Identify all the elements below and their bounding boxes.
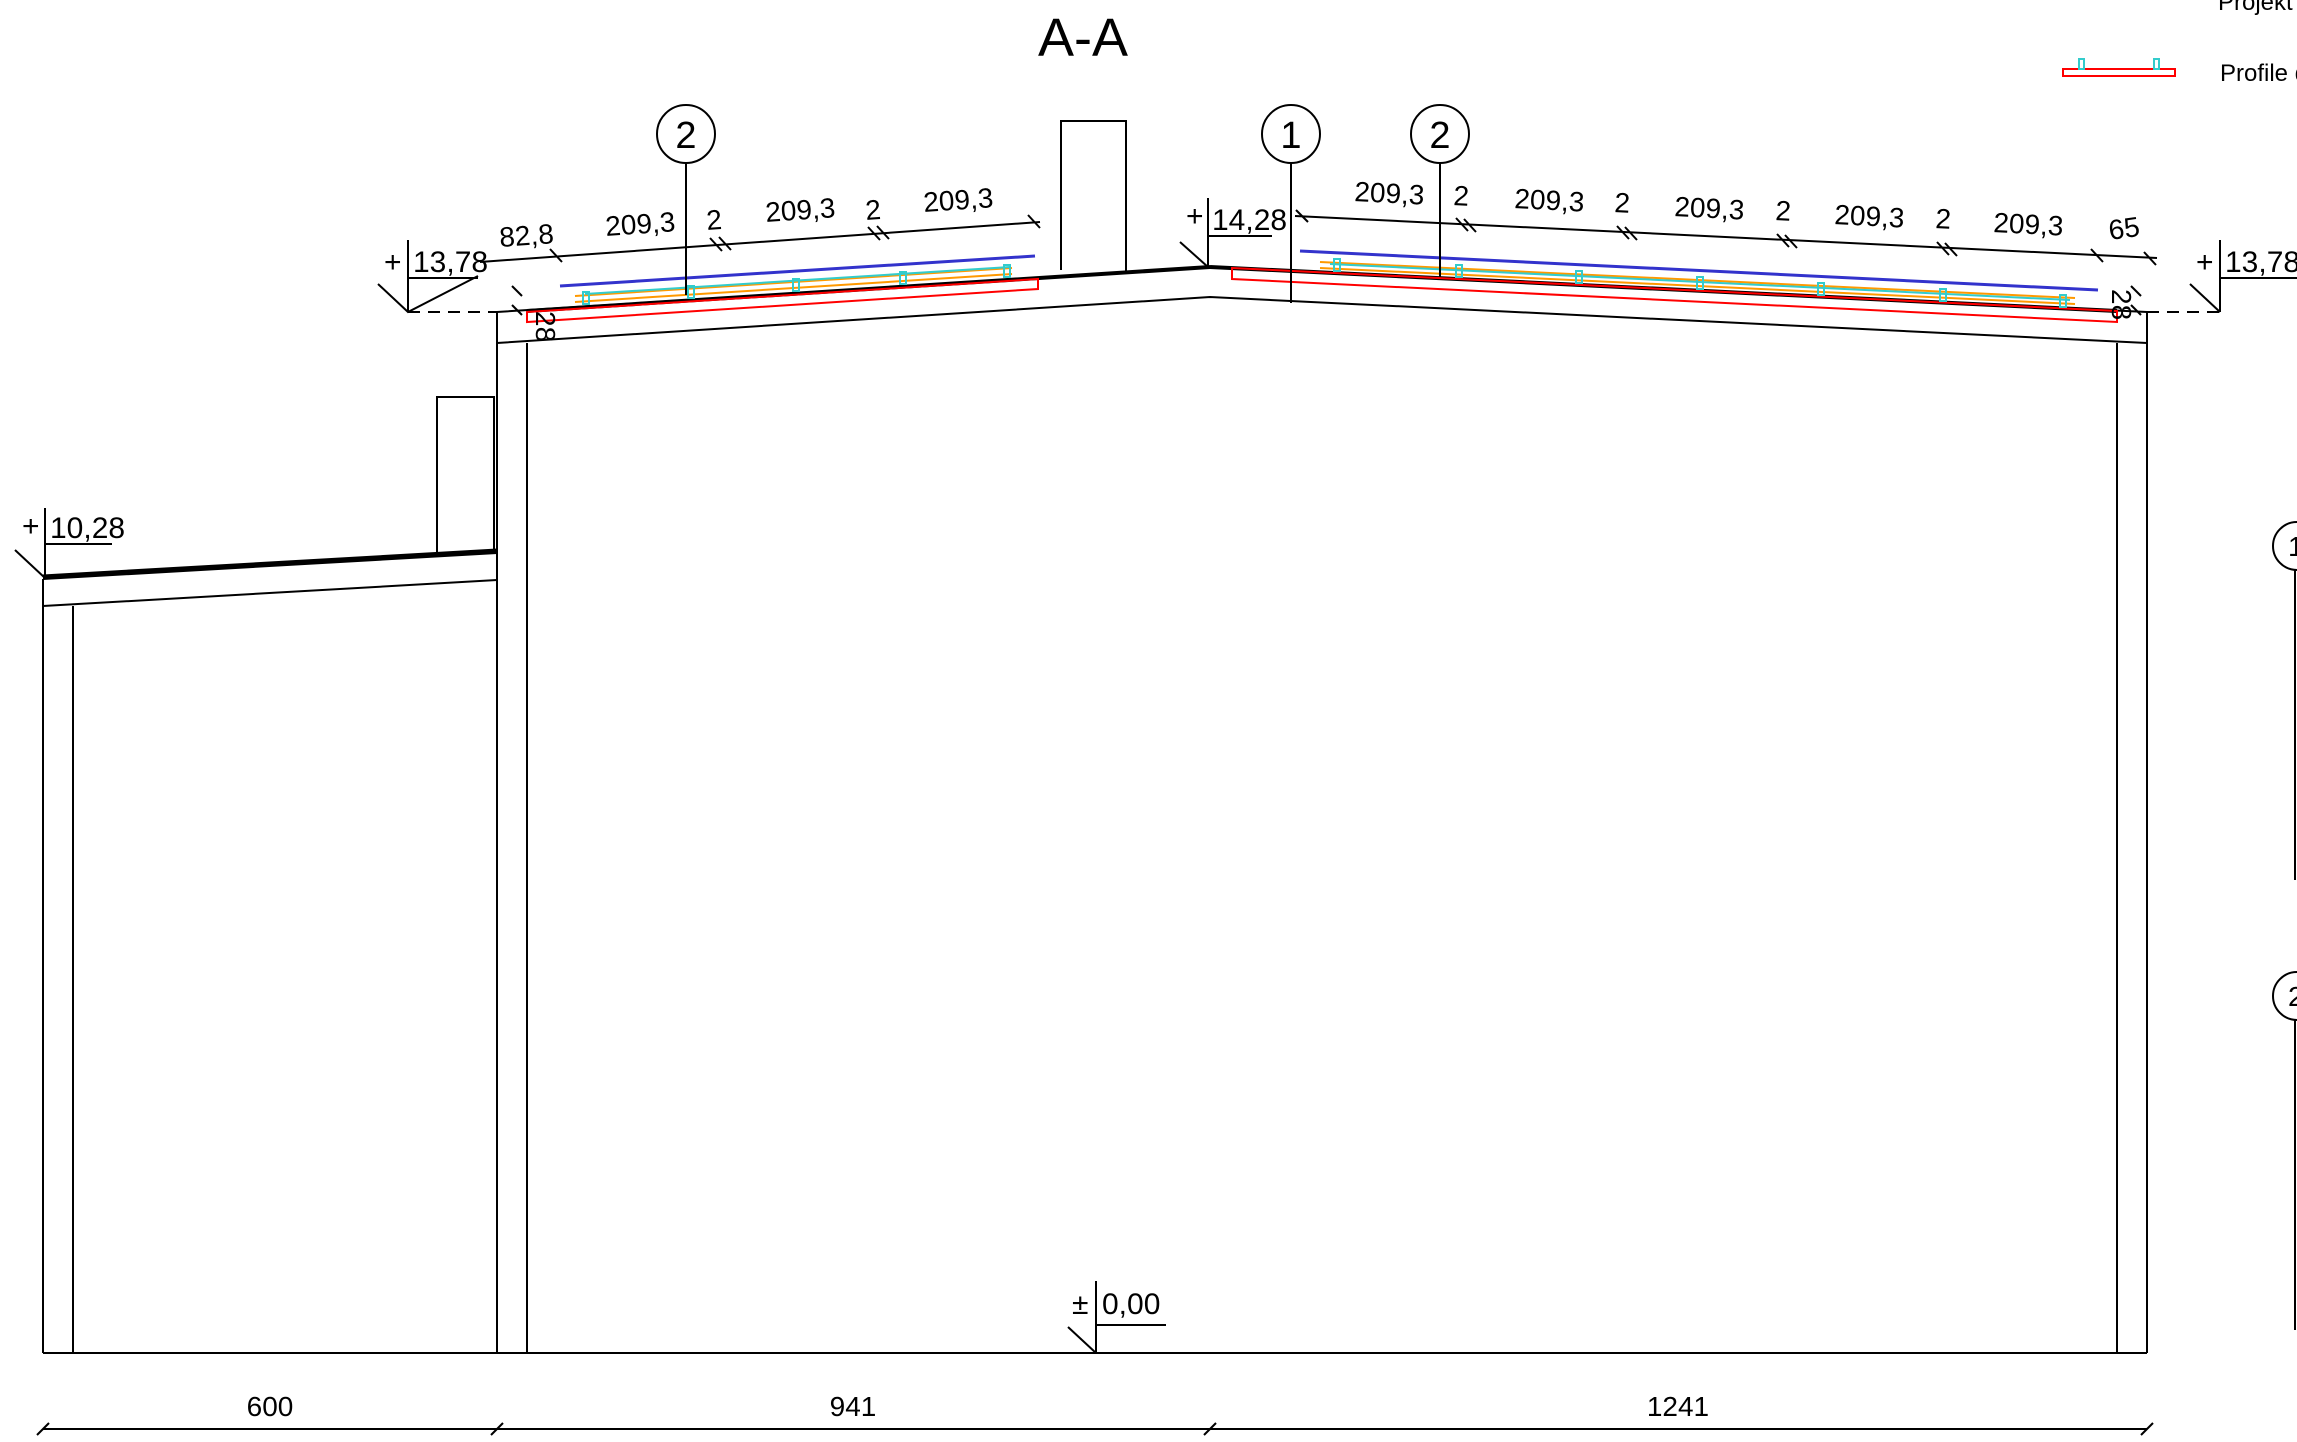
- left-roof-dim-1: 209,3: [604, 206, 676, 242]
- left-height-dim: 28: [530, 311, 561, 342]
- left-pv-array: [526, 254, 1039, 324]
- right-roof-dim-1: 2: [1453, 180, 1470, 212]
- legend-top-text: Projekt: [2218, 0, 2293, 16]
- plus-sign-eave-right: +: [2196, 246, 2214, 279]
- right-roof-dim-chain: [1294, 209, 2158, 316]
- level-ground: 0,00: [1102, 1288, 1160, 1321]
- side-bubble-second: 2: [2288, 981, 2297, 1012]
- plus-sign-ridge: +: [1186, 200, 1204, 233]
- level-ridge: 14,28: [1212, 204, 1287, 237]
- plus-sign-annex: +: [22, 510, 40, 543]
- legend-profile-symbol: [2062, 58, 2176, 77]
- side-bubbles: [2272, 521, 2297, 1330]
- left-roof-dim-4: 2: [864, 194, 882, 226]
- right-profile: [1231, 266, 2118, 324]
- right-roof-dim-5: 2: [1775, 195, 1792, 227]
- right-roof-dim-6: 209,3: [1834, 199, 1906, 234]
- bottom-dim-2: 1241: [1647, 1391, 1709, 1422]
- left-roof-dim-2: 2: [705, 204, 723, 236]
- bottom-dim-1: 941: [830, 1391, 877, 1422]
- level-annex: 10,28: [50, 512, 125, 545]
- level-eave-left: 13,78: [413, 246, 488, 279]
- annex-roof-line: [42, 548, 498, 580]
- right-roof-dim-4: 209,3: [1674, 191, 1746, 226]
- legend-profile-text: Profile d: [2220, 60, 2297, 87]
- detail-bubbles: [656, 104, 1470, 303]
- plus-minus-sign-ground: ±: [1072, 1288, 1088, 1321]
- left-panel-line: [559, 254, 1036, 288]
- left-roof-dim-5: 209,3: [922, 182, 994, 218]
- right-roof-dim-0: 209,3: [1354, 176, 1426, 211]
- level-eave-right: 13,78: [2225, 246, 2297, 279]
- right-roof-dim-8: 209,3: [1993, 207, 2065, 242]
- bubble-right-axis: 1: [1280, 115, 1301, 157]
- legend: Projekt Profile d: [2062, 0, 2297, 87]
- bubble-right-detail: 2: [1429, 115, 1450, 157]
- building-outline: [42, 120, 2148, 1354]
- right-roof-dim-2: 209,3: [1514, 183, 1586, 218]
- plus-sign-eave-left: +: [384, 246, 402, 279]
- bubble-left-detail: 2: [675, 115, 696, 157]
- bottom-dim-chain: [36, 1422, 2154, 1436]
- section-title: A-A: [1038, 8, 1128, 68]
- bottom-dim-0: 600: [247, 1391, 294, 1422]
- right-height-dim: 28: [2106, 289, 2137, 320]
- side-bubble-first: 1: [2288, 531, 2297, 562]
- left-roof-dim-3: 209,3: [764, 192, 836, 228]
- right-roof-dim-3: 2: [1614, 187, 1631, 219]
- right-panel-line: [1299, 249, 2099, 292]
- left-profile: [526, 277, 1039, 324]
- left-roof-dim-chain: [479, 214, 1041, 316]
- right-roof-dim-9: 65: [2107, 211, 2142, 246]
- right-roof-dim-7: 2: [1935, 203, 1952, 235]
- level-markers: [14, 198, 2297, 1354]
- left-roof-dim-0: 82,8: [498, 218, 555, 253]
- right-pv-array: [1231, 249, 2118, 324]
